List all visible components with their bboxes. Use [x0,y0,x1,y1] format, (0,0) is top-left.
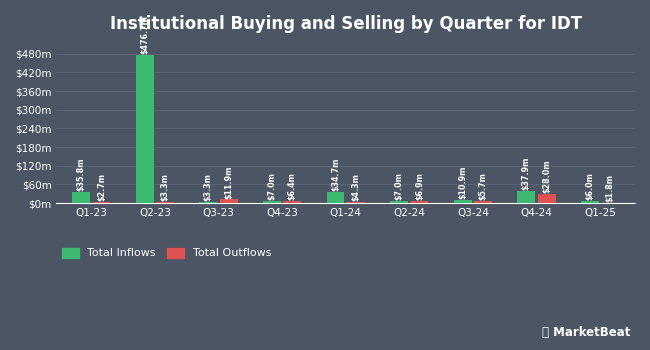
Bar [411,201,428,203]
Bar [538,195,556,203]
Bar [454,200,472,203]
Bar [581,201,599,203]
Text: $11.9m: $11.9m [224,165,233,198]
Bar [347,202,365,203]
Text: $7.0m: $7.0m [267,172,276,200]
Text: $6.9m: $6.9m [415,172,424,200]
Text: $28.0m: $28.0m [542,160,551,194]
Legend: Total Inflows, Total Outflows: Total Inflows, Total Outflows [62,248,271,259]
Text: $3.3m: $3.3m [204,173,213,201]
Text: $34.7m: $34.7m [331,158,340,191]
Text: ⼿ MarketBeat: ⼿ MarketBeat [542,327,630,340]
Text: $5.7m: $5.7m [478,173,488,201]
Title: Institutional Buying and Selling by Quarter for IDT: Institutional Buying and Selling by Quar… [110,15,582,33]
Bar [517,191,535,203]
Bar [200,202,217,203]
Text: $4.3m: $4.3m [352,173,360,201]
Bar [474,201,492,203]
Text: $37.9m: $37.9m [522,157,531,190]
Bar [220,199,238,203]
Text: $3.3m: $3.3m [161,173,170,201]
Bar [136,55,153,203]
Text: $10.9m: $10.9m [458,166,467,199]
Bar [283,201,301,203]
Text: $35.8m: $35.8m [77,158,86,191]
Bar [72,192,90,203]
Text: $476.7m: $476.7m [140,15,150,54]
Bar [156,202,174,203]
Text: $6.0m: $6.0m [586,173,594,200]
Text: $6.4m: $6.4m [288,172,297,200]
Text: $7.0m: $7.0m [395,172,404,200]
Bar [92,202,111,203]
Text: $1.8m: $1.8m [606,174,615,202]
Bar [326,193,344,203]
Bar [390,201,408,203]
Text: $2.7m: $2.7m [97,173,106,201]
Bar [263,201,281,203]
